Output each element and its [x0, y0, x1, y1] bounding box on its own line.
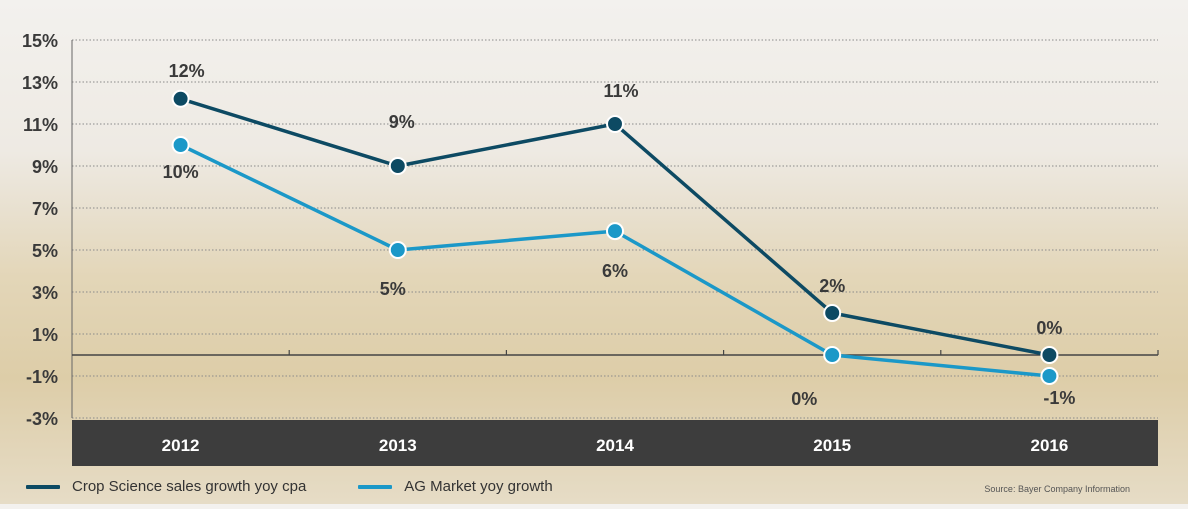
data-label: 9% — [389, 112, 415, 132]
y-tick-label: 7% — [32, 199, 58, 219]
data-point — [171, 89, 190, 108]
legend-swatch-crop-science — [26, 484, 60, 489]
legend-item-ag-market: AG Market yoy growth — [358, 478, 553, 495]
data-label: 0% — [1036, 318, 1062, 338]
y-tick-label: 9% — [32, 157, 58, 177]
data-label: -1% — [1043, 388, 1075, 408]
x-tick-label: 2015 — [813, 436, 851, 455]
y-tick-label: 15% — [22, 31, 58, 51]
x-tick-label: 2013 — [379, 436, 417, 455]
y-tick-label: -1% — [26, 367, 58, 387]
data-label: 6% — [602, 261, 628, 281]
data-point — [388, 241, 407, 259]
category-band — [72, 420, 1158, 466]
y-tick-label: 1% — [32, 325, 58, 345]
data-point — [171, 136, 190, 154]
y-tick-label: 13% — [22, 73, 58, 93]
y-tick-label: 11% — [23, 115, 58, 135]
data-label: 5% — [380, 279, 406, 299]
legend-item-crop-science: Crop Science sales growth yoy cpa — [26, 478, 306, 495]
data-point — [606, 115, 624, 133]
data-point — [823, 304, 842, 322]
data-label: 11% — [603, 81, 638, 101]
x-tick-label: 2016 — [1030, 436, 1068, 455]
source-note: Source: Bayer Company Information — [984, 484, 1130, 494]
legend-swatch-ag-market — [358, 484, 393, 489]
data-label: 0% — [791, 389, 817, 409]
data-label: 12% — [169, 61, 205, 81]
data-point — [823, 346, 842, 364]
y-tick-label: -3% — [26, 409, 58, 429]
x-tick-label: 2012 — [162, 436, 200, 455]
data-point — [606, 222, 624, 241]
y-tick-label: 3% — [32, 283, 58, 303]
data-point — [1040, 367, 1059, 385]
data-point — [388, 157, 407, 175]
data-label: 2% — [819, 276, 845, 296]
legend: Crop Science sales growth yoy cpa AG Mar… — [26, 478, 605, 495]
y-tick-label: 5% — [32, 241, 58, 261]
data-label: 10% — [163, 162, 199, 182]
data-point — [1040, 346, 1059, 364]
legend-label-crop-science: Crop Science sales growth yoy cpa — [72, 478, 307, 495]
x-tick-label: 2014 — [596, 436, 634, 455]
legend-label-ag-market: AG Market yoy growth — [404, 478, 553, 495]
